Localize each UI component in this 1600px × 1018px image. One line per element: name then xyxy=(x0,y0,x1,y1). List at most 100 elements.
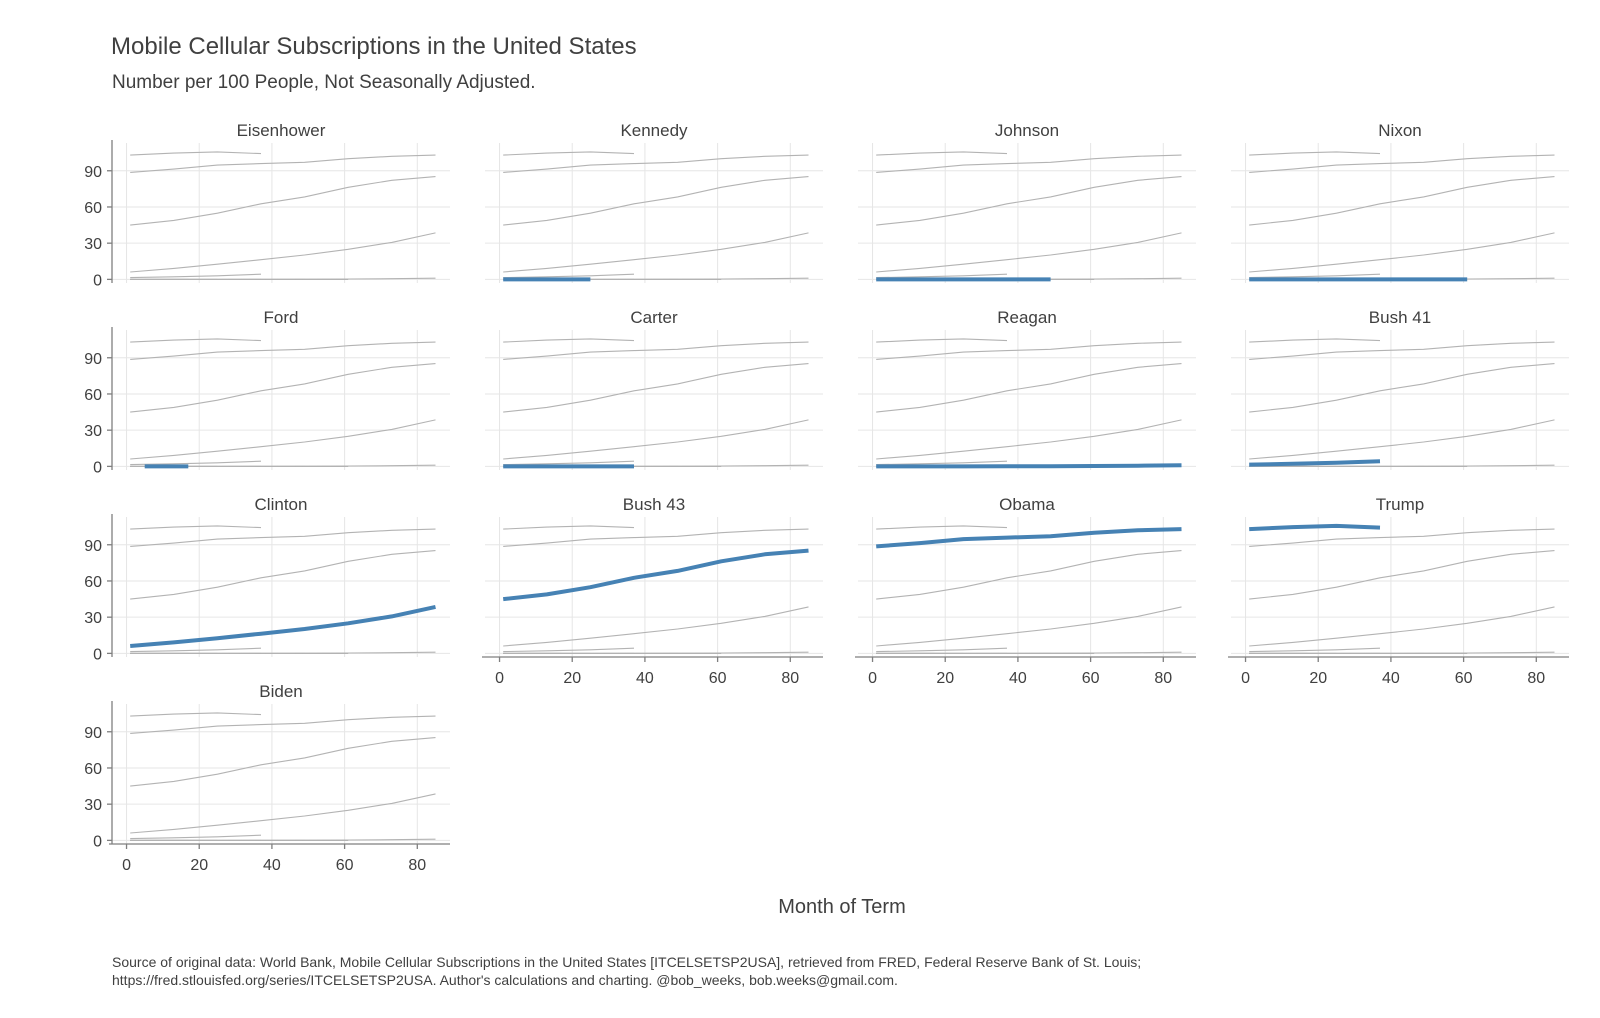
y-tick-label: 60 xyxy=(84,761,102,778)
panel-title: Carter xyxy=(630,308,678,327)
background-line xyxy=(130,419,436,460)
panel-eisenhower: Eisenhower 0 30 60 90 xyxy=(84,121,450,289)
background-line xyxy=(876,550,1182,600)
background-line xyxy=(1249,341,1555,360)
background-line xyxy=(876,176,1182,226)
y-tick-label: 60 xyxy=(84,387,102,404)
panel-title: Biden xyxy=(259,682,302,701)
panel-bush-43: Bush 43 0 20 40 60 80 xyxy=(482,495,823,687)
x-tick-label: 60 xyxy=(1455,670,1473,687)
panel-title: Eisenhower xyxy=(237,121,326,140)
panel-nixon: Nixon xyxy=(1231,121,1569,283)
background-line xyxy=(1249,154,1555,173)
background-line xyxy=(876,647,1008,653)
x-tick-label: 20 xyxy=(190,857,208,874)
background-line xyxy=(1249,151,1381,156)
background-line xyxy=(876,525,1008,530)
y-tick-label: 30 xyxy=(84,236,102,253)
background-line xyxy=(130,154,436,173)
panel-title: Kennedy xyxy=(620,121,688,140)
background-line xyxy=(503,363,809,413)
panel-clinton: Clinton 0 30 60 90 xyxy=(84,495,450,663)
y-tick-label: 0 xyxy=(93,459,102,476)
background-line xyxy=(876,151,1008,156)
background-line xyxy=(1249,464,1555,467)
y-tick-label: 0 xyxy=(93,272,102,289)
background-line xyxy=(1249,273,1381,279)
panel-title: Bush 41 xyxy=(1369,308,1431,327)
source-line-2: https://fred.stlouisfed.org/series/ITCEL… xyxy=(112,972,898,988)
panel-biden: Biden 0 30 60 90 0 20 40 60 80 xyxy=(84,682,450,874)
background-line xyxy=(876,338,1008,343)
background-line xyxy=(503,232,809,273)
background-line xyxy=(503,528,809,547)
background-line xyxy=(1249,550,1555,600)
highlight-line xyxy=(502,548,809,602)
background-line xyxy=(876,341,1182,360)
x-tick-label: 20 xyxy=(1309,670,1327,687)
y-tick-label: 60 xyxy=(84,200,102,217)
y-tick-label: 30 xyxy=(84,610,102,627)
background-line xyxy=(1249,419,1555,460)
background-line xyxy=(130,793,436,834)
background-line xyxy=(130,647,262,653)
background-line xyxy=(130,528,436,547)
background-line xyxy=(503,273,635,279)
background-line xyxy=(130,273,262,279)
panel-title: Nixon xyxy=(1378,121,1421,140)
x-tick-label: 80 xyxy=(781,670,799,687)
background-line xyxy=(130,232,436,273)
background-line xyxy=(130,338,262,343)
background-line xyxy=(876,154,1182,173)
background-line xyxy=(1249,606,1555,647)
chart-title: Mobile Cellular Subscriptions in the Uni… xyxy=(111,33,637,60)
background-line xyxy=(876,363,1182,413)
x-tick-label: 80 xyxy=(1154,670,1172,687)
x-tick-label: 40 xyxy=(263,857,281,874)
x-axis-title: Month of Term xyxy=(778,896,905,918)
background-line xyxy=(503,419,809,460)
y-tick-label: 90 xyxy=(84,351,102,368)
background-line xyxy=(503,154,809,173)
background-line xyxy=(876,232,1182,273)
background-line xyxy=(503,338,635,343)
y-tick-label: 90 xyxy=(84,164,102,181)
background-line xyxy=(503,606,809,647)
highlight-line xyxy=(1249,459,1381,467)
background-line xyxy=(876,419,1182,460)
y-tick-label: 60 xyxy=(84,574,102,591)
background-line xyxy=(503,151,635,156)
background-line xyxy=(1249,232,1555,273)
y-tick-label: 90 xyxy=(84,725,102,742)
background-line xyxy=(503,647,635,653)
panel-title: Clinton xyxy=(255,495,308,514)
background-line xyxy=(876,460,1008,466)
background-line xyxy=(130,737,436,787)
x-tick-label: 60 xyxy=(336,857,354,874)
panel-title: Ford xyxy=(264,308,299,327)
x-tick-label: 60 xyxy=(709,670,727,687)
panel-title: Obama xyxy=(999,495,1055,514)
highlight-line xyxy=(876,527,1182,549)
background-line xyxy=(130,176,436,226)
panel-kennedy: Kennedy xyxy=(485,121,823,283)
background-line xyxy=(130,712,262,717)
background-line xyxy=(130,834,262,840)
x-tick-label: 0 xyxy=(495,670,504,687)
background-line xyxy=(1249,176,1555,226)
y-tick-label: 30 xyxy=(84,797,102,814)
x-tick-label: 20 xyxy=(563,670,581,687)
background-line xyxy=(876,606,1182,647)
x-tick-label: 40 xyxy=(1009,670,1027,687)
background-line xyxy=(130,363,436,413)
background-line xyxy=(503,341,809,360)
y-tick-label: 30 xyxy=(84,423,102,440)
background-line xyxy=(130,460,262,466)
panel-ford: Ford 0 30 60 90 xyxy=(84,308,450,476)
x-tick-label: 40 xyxy=(636,670,654,687)
panel-carter: Carter xyxy=(485,308,823,470)
panel-reagan: Reagan xyxy=(858,308,1196,470)
panel-title: Trump xyxy=(1376,495,1425,514)
background-line xyxy=(130,651,436,654)
x-tick-label: 0 xyxy=(122,857,131,874)
